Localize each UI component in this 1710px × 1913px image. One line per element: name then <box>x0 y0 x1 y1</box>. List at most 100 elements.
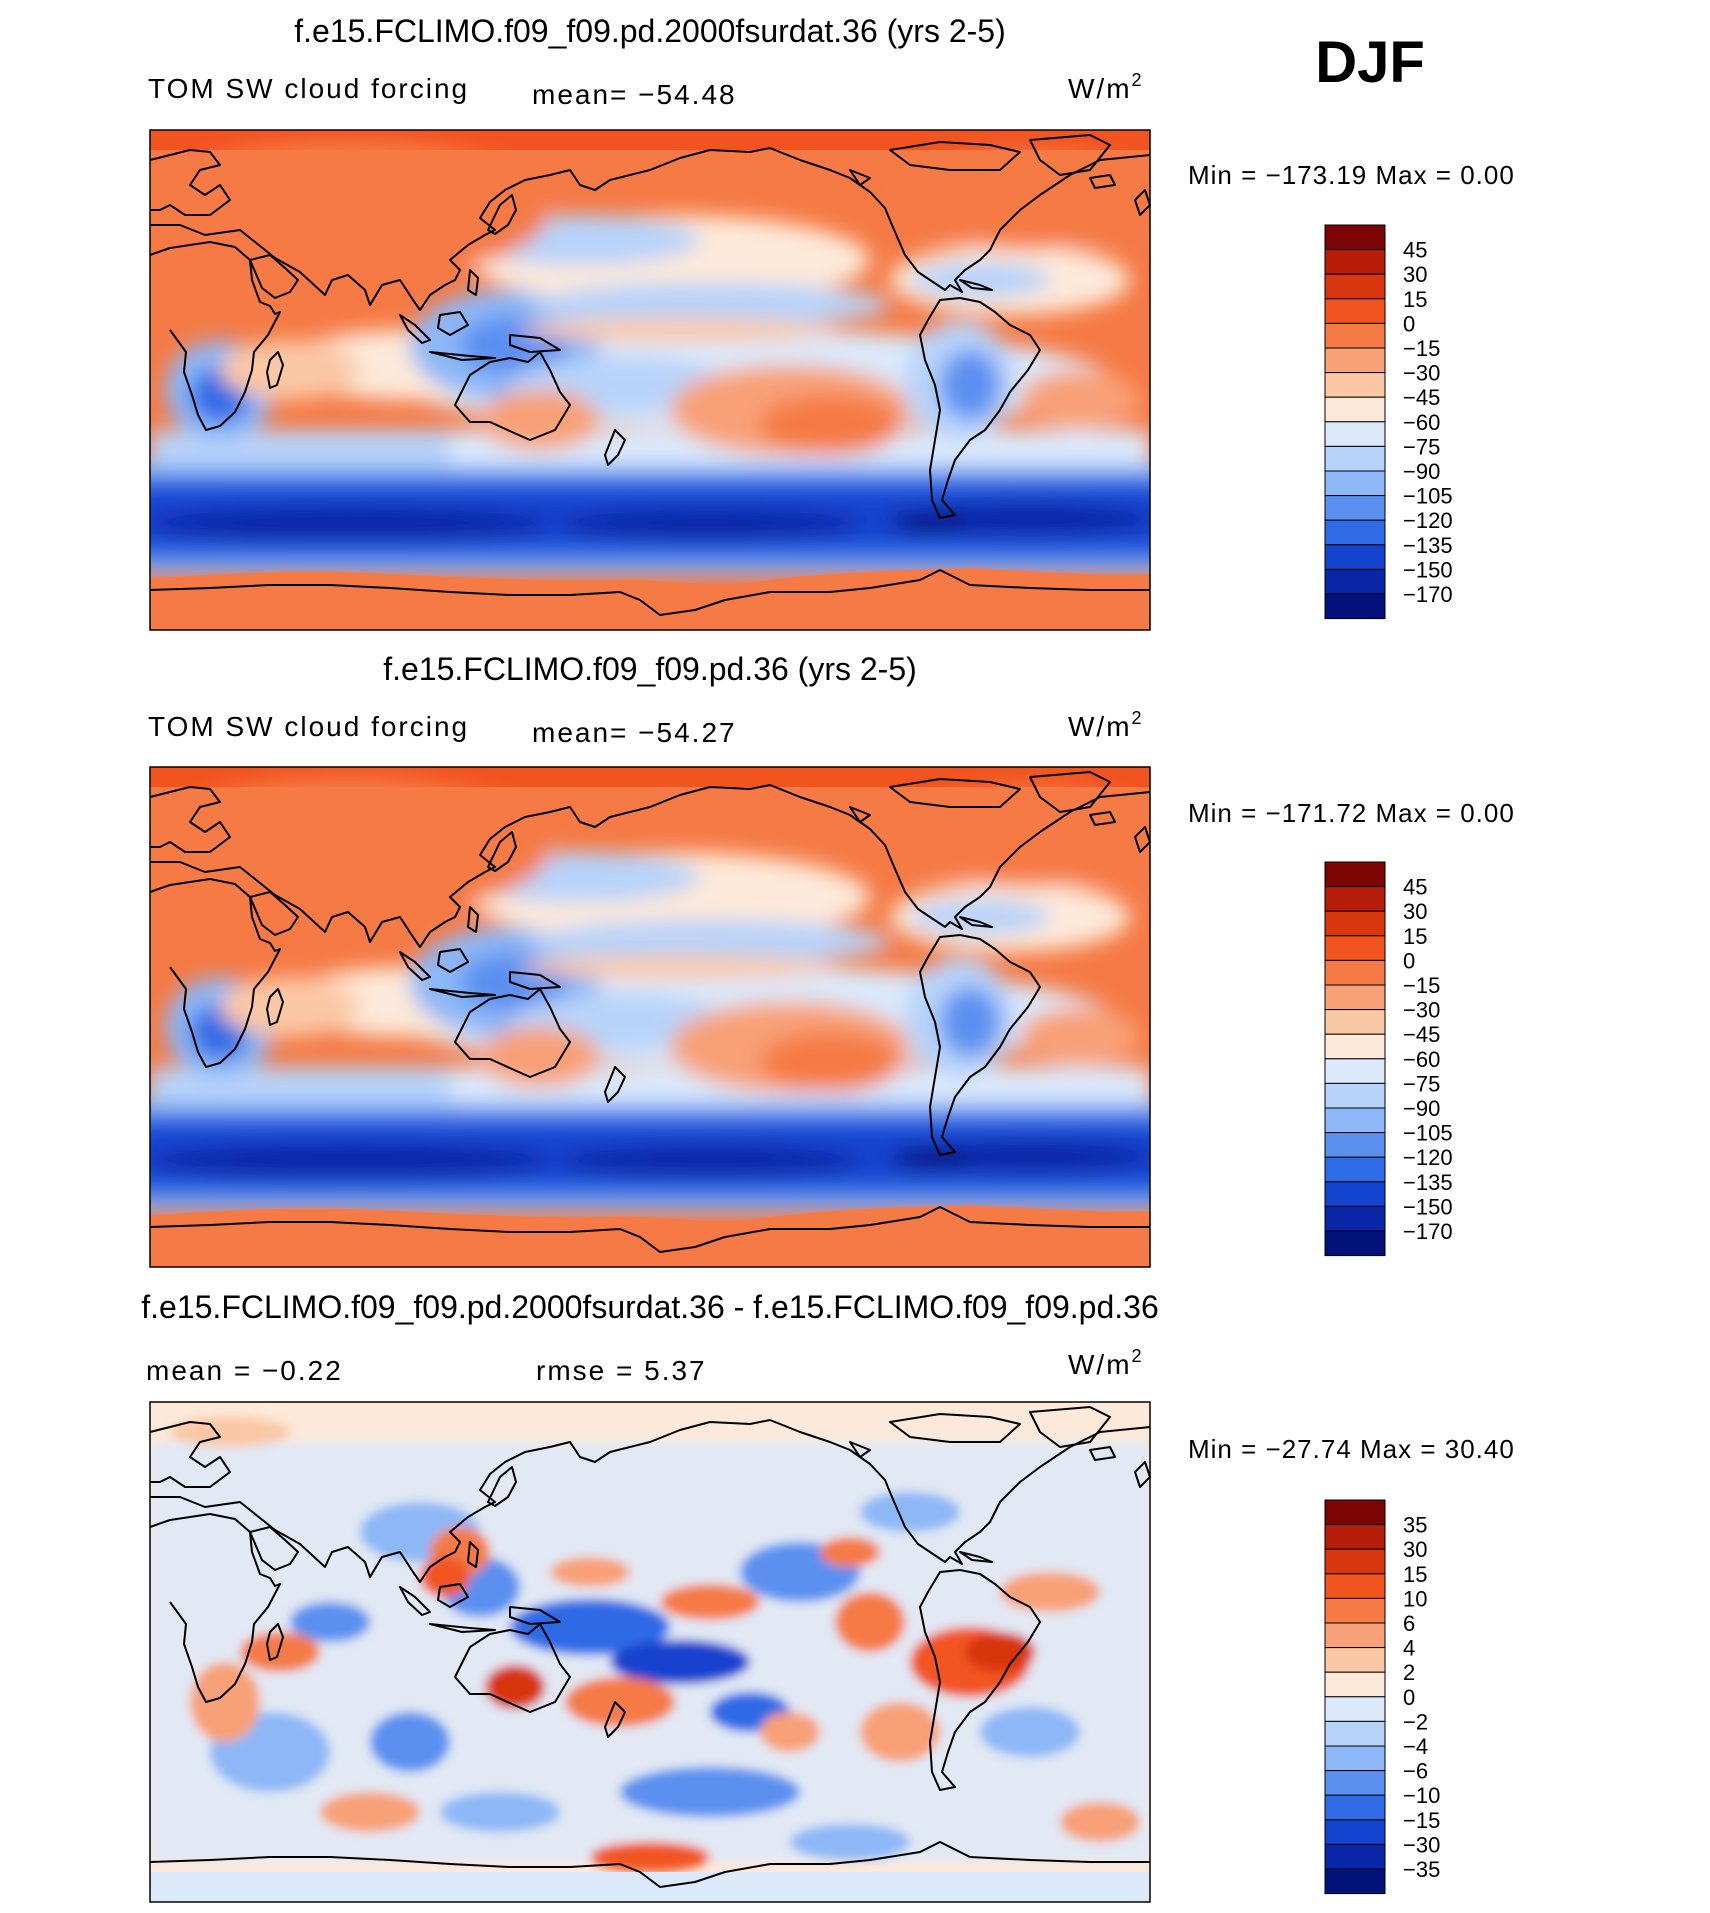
colorbar-box <box>1324 396 1386 423</box>
colorbar-box <box>1324 1745 1386 1772</box>
colorbar-box <box>1324 1548 1386 1575</box>
colorbar-box <box>1324 1009 1386 1035</box>
colorbar-box <box>1324 1647 1386 1673</box>
colorbar-box <box>1324 1819 1386 1845</box>
units-label: W/m2 <box>1068 708 1144 742</box>
colorbar-tick-label: −170 <box>1403 582 1453 607</box>
colorbar-tick-label: −150 <box>1403 1194 1453 1219</box>
mean-label: mean = −0.22 <box>146 1355 343 1386</box>
colorbar-tick-label: 4 <box>1403 1636 1415 1661</box>
panel-test: f.e15.FCLIMO.f09_f09.pd.2000fsurdat.36 (… <box>130 13 1514 630</box>
colorbar-tick-label: −6 <box>1403 1759 1428 1784</box>
colorbar-box <box>1324 495 1386 521</box>
colorbar-box <box>1324 1132 1386 1158</box>
minmax-label: Min = −171.72 Max = 0.00 <box>1188 798 1515 828</box>
colorbar-box <box>1324 984 1386 1011</box>
units-exponent: 2 <box>1132 1346 1144 1366</box>
colorbar: 4530150−15−30−45−60−75−90−105−120−135−15… <box>1324 861 1453 1257</box>
colorbar-tick-label: −75 <box>1403 1071 1440 1096</box>
units-label: W/m2 <box>1068 70 1144 104</box>
colorbar-tick-label: −135 <box>1403 1170 1453 1195</box>
colorbar-box <box>1324 861 1386 888</box>
colorbar-tick-label: 6 <box>1403 1611 1415 1636</box>
mean-label: mean= −54.48 <box>532 79 737 110</box>
colorbar-box <box>1324 1597 1386 1624</box>
colorbar-box <box>1324 249 1386 275</box>
units-label: W/m2 <box>1068 1346 1144 1380</box>
colorbar-box <box>1324 1156 1386 1183</box>
colorbar-tick-label: −45 <box>1403 1022 1440 1047</box>
colorbar-box <box>1324 1205 1386 1232</box>
colorbar-box <box>1324 1868 1386 1895</box>
colorbar-box <box>1324 273 1386 300</box>
colorbar-tick-label: −170 <box>1403 1219 1453 1244</box>
colorbar-box <box>1324 1622 1386 1649</box>
colorbar-tick-label: −75 <box>1403 434 1440 459</box>
colorbar-tick-label: 30 <box>1403 1537 1427 1562</box>
colorbar-box <box>1324 910 1386 937</box>
colorbar-box <box>1324 372 1386 398</box>
colorbar-box <box>1324 1033 1386 1060</box>
colorbar-tick-label: −30 <box>1403 361 1440 386</box>
units-exponent: 2 <box>1132 708 1144 728</box>
minmax-label: Min = −27.74 Max = 30.40 <box>1188 1434 1515 1464</box>
season-label: DJF <box>1315 30 1425 95</box>
colorbar-box <box>1324 544 1386 570</box>
panel-title: f.e15.FCLIMO.f09_f09.pd.2000fsurdat.36 -… <box>141 1289 1159 1325</box>
colorbar-tick-label: −135 <box>1403 533 1453 558</box>
colorbar-box <box>1324 1720 1386 1747</box>
map-plot <box>130 130 1170 630</box>
colorbar-tick-label: −15 <box>1403 973 1440 998</box>
units-base: W/m <box>1068 711 1132 742</box>
colorbar-tick-label: 2 <box>1403 1660 1415 1685</box>
colorbar-tick-label: 30 <box>1403 262 1427 287</box>
panel-control: f.e15.FCLIMO.f09_f09.pd.36 (yrs 2-5) TOM… <box>130 651 1515 1267</box>
colorbar-tick-label: −60 <box>1403 1047 1440 1072</box>
colorbar-box <box>1324 1696 1386 1722</box>
colorbar-box <box>1324 593 1386 620</box>
colorbar-tick-label: 30 <box>1403 899 1427 924</box>
colorbar-tick-label: −30 <box>1403 998 1440 1023</box>
colorbar-box <box>1324 886 1386 912</box>
colorbar-tick-label: −90 <box>1403 459 1440 484</box>
colorbar-box <box>1324 935 1386 961</box>
colorbar-box <box>1324 1671 1386 1698</box>
colorbar-tick-label: −2 <box>1403 1709 1428 1734</box>
units-base: W/m <box>1068 73 1132 104</box>
colorbar-tick-label: −60 <box>1403 410 1440 435</box>
mean-label: mean= −54.27 <box>532 717 737 748</box>
colorbar-tick-label: 15 <box>1403 287 1427 312</box>
variable-label: TOM SW cloud forcing <box>148 711 469 742</box>
colorbar-tick-label: −120 <box>1403 508 1453 533</box>
colorbar-tick-label: −90 <box>1403 1096 1440 1121</box>
panel-title: f.e15.FCLIMO.f09_f09.pd.36 (yrs 2-5) <box>383 651 917 687</box>
panel-difference: f.e15.FCLIMO.f09_f09.pd.2000fsurdat.36 -… <box>141 1289 1515 1902</box>
colorbar-tick-label: −45 <box>1403 385 1440 410</box>
colorbar-tick-label: −150 <box>1403 557 1453 582</box>
colorbar-box <box>1324 1230 1386 1257</box>
colorbar-box <box>1324 445 1386 472</box>
colorbar-box <box>1324 322 1386 349</box>
colorbar-tick-label: 0 <box>1403 948 1415 973</box>
colorbar-tick-label: 35 <box>1403 1513 1427 1538</box>
units-exponent: 2 <box>1132 70 1144 90</box>
colorbar-box <box>1324 1181 1386 1207</box>
colorbar-tick-label: 10 <box>1403 1586 1427 1611</box>
colorbar-tick-label: 0 <box>1403 1685 1415 1710</box>
colorbar-tick-label: 0 <box>1403 311 1415 336</box>
colorbar-tick-label: −120 <box>1403 1145 1453 1170</box>
colorbar-tick-label: −15 <box>1403 336 1440 361</box>
map-plot <box>150 1402 1150 1902</box>
units-base: W/m <box>1068 1349 1132 1380</box>
colorbar-box <box>1324 470 1386 497</box>
colorbar-box <box>1324 224 1386 251</box>
colorbar-box <box>1324 568 1386 595</box>
colorbar-box <box>1324 1058 1386 1084</box>
colorbar-box <box>1324 1794 1386 1821</box>
colorbar-box <box>1324 1082 1386 1109</box>
colorbar-box <box>1324 421 1386 447</box>
colorbar-box <box>1324 347 1386 374</box>
colorbar-box <box>1324 1524 1386 1550</box>
